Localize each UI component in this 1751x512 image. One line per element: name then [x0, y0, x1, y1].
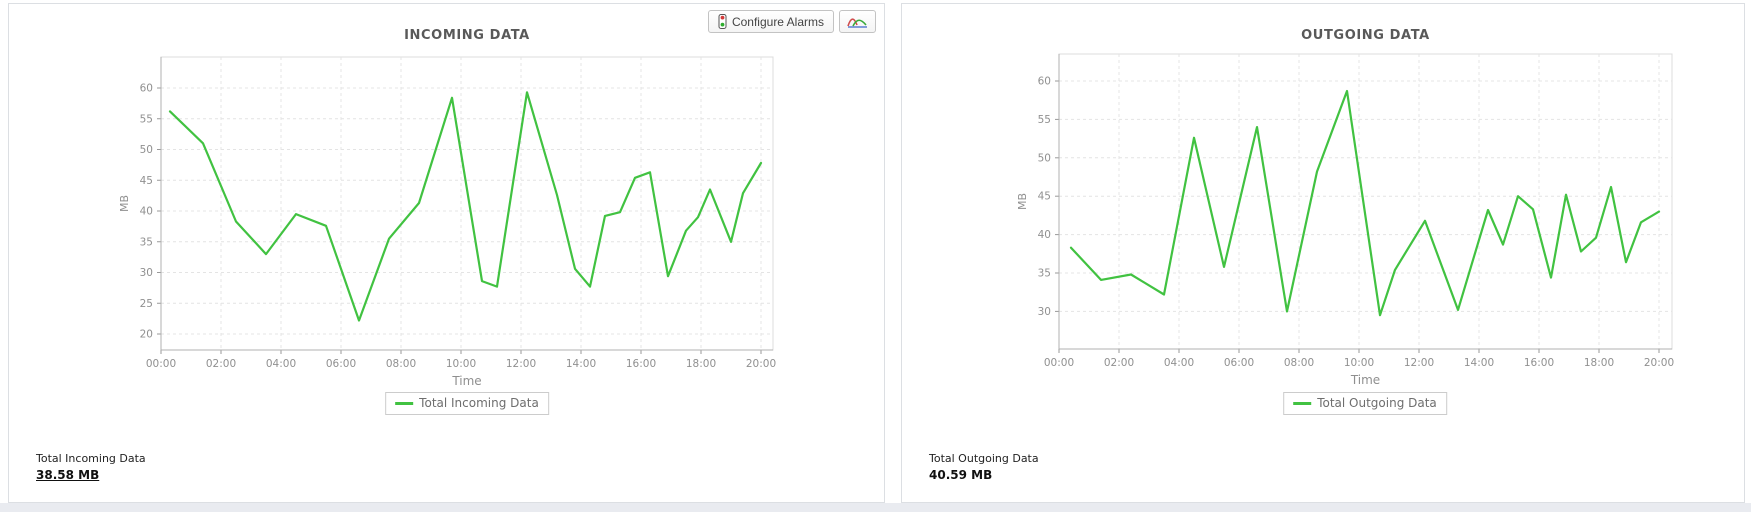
svg-text:00:00: 00:00: [146, 358, 176, 370]
incoming-data-panel: 20 25 30 35 40 45 50 55 60 00:00 02:00 04:00 06:00 08…: [8, 3, 885, 503]
chart-title-outgoing: OUTGOING DATA: [1301, 28, 1430, 43]
svg-text:12:00: 12:00: [1404, 357, 1434, 369]
svg-text:18:00: 18:00: [1584, 357, 1614, 369]
svg-text:60: 60: [140, 83, 153, 95]
svg-text:16:00: 16:00: [626, 358, 656, 370]
svg-text:06:00: 06:00: [326, 358, 356, 370]
svg-text:40: 40: [1038, 229, 1051, 241]
legend-swatch-icon: [1293, 401, 1312, 405]
svg-text:14:00: 14:00: [566, 358, 596, 370]
line-chart-icon: [847, 15, 868, 28]
svg-text:60: 60: [1038, 76, 1051, 88]
svg-text:Time: Time: [1350, 373, 1380, 387]
legend-outgoing[interactable]: Total Outgoing Data: [1283, 392, 1447, 415]
incoming-chart: 20 25 30 35 40 45 50 55 60 00:00 02:00 04:00 06:00 08…: [118, 56, 776, 388]
svg-text:35: 35: [140, 236, 153, 248]
svg-text:40: 40: [140, 206, 153, 218]
chart-title-incoming: INCOMING DATA: [404, 28, 530, 43]
svg-text:06:00: 06:00: [1224, 357, 1254, 369]
svg-text:08:00: 08:00: [386, 358, 416, 370]
svg-text:08:00: 08:00: [1284, 357, 1314, 369]
svg-text:50: 50: [140, 144, 153, 156]
outgoing-chart: 30 35 40 45 50 55 60 00:00 02:00 04:00 06:00 08:00 1…: [1016, 53, 1674, 387]
summary-outgoing: Total Outgoing Data 40.59 MB: [929, 450, 1039, 484]
svg-text:04:00: 04:00: [266, 358, 296, 370]
configure-alarms-button[interactable]: Configure Alarms: [707, 10, 834, 33]
svg-text:MB: MB: [118, 195, 131, 212]
legend-swatch-icon: [395, 401, 414, 405]
svg-text:02:00: 02:00: [1104, 357, 1134, 369]
legend-label: Total Outgoing Data: [1317, 396, 1437, 410]
svg-text:10:00: 10:00: [446, 358, 476, 370]
traffic-light-icon: [718, 14, 727, 29]
legend-incoming[interactable]: Total Incoming Data: [385, 392, 549, 415]
svg-text:MB: MB: [1016, 193, 1029, 210]
chart-toolbar: Configure Alarms: [707, 10, 876, 33]
svg-text:04:00: 04:00: [1164, 357, 1194, 369]
svg-text:02:00: 02:00: [206, 358, 236, 370]
summary-value: 40.59 MB: [929, 468, 993, 482]
svg-text:50: 50: [1038, 152, 1051, 164]
page-background-strip: [0, 503, 1751, 512]
outgoing-data-panel: 30 35 40 45 50 55 60 00:00 02:00 04:00 06:00 08:00 1…: [901, 3, 1745, 503]
summary-incoming: Total Incoming Data 38.58 MB: [36, 450, 146, 484]
svg-text:25: 25: [140, 298, 153, 310]
svg-text:18:00: 18:00: [686, 358, 716, 370]
svg-text:30: 30: [1038, 306, 1051, 318]
svg-text:55: 55: [1038, 114, 1051, 126]
svg-text:14:00: 14:00: [1464, 357, 1494, 369]
summary-label: Total Outgoing Data: [929, 452, 1039, 465]
configure-alarms-label: Configure Alarms: [731, 14, 824, 29]
svg-text:16:00: 16:00: [1524, 357, 1554, 369]
svg-text:20: 20: [140, 329, 153, 341]
svg-text:Time: Time: [451, 374, 481, 388]
legend-label: Total Incoming Data: [419, 396, 539, 410]
svg-text:35: 35: [1038, 268, 1051, 280]
svg-text:00:00: 00:00: [1044, 357, 1074, 369]
svg-text:20:00: 20:00: [1644, 357, 1674, 369]
svg-text:20:00: 20:00: [746, 358, 776, 370]
svg-text:45: 45: [140, 175, 153, 187]
chart-type-button[interactable]: [839, 10, 876, 33]
svg-text:10:00: 10:00: [1344, 357, 1374, 369]
svg-text:30: 30: [140, 267, 153, 279]
svg-text:45: 45: [1038, 191, 1051, 203]
summary-value-link[interactable]: 38.58 MB: [36, 468, 100, 482]
summary-label: Total Incoming Data: [36, 452, 146, 465]
svg-text:12:00: 12:00: [506, 358, 536, 370]
svg-text:55: 55: [140, 113, 153, 125]
